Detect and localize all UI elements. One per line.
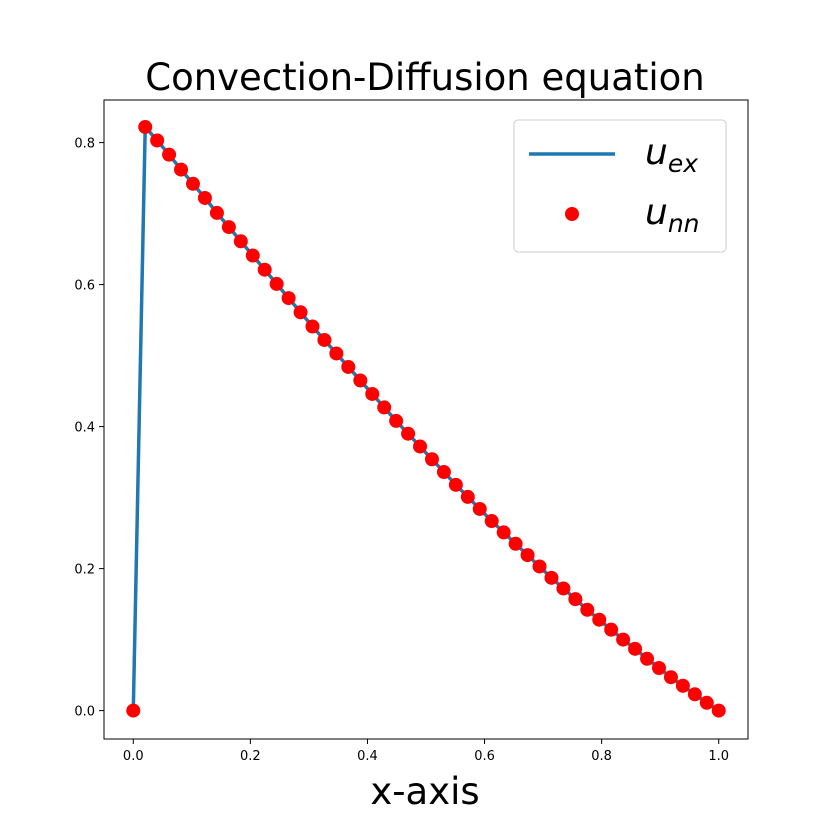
data-point-u-nn (162, 147, 177, 162)
y-tick-label: 0.4 (74, 421, 95, 436)
data-point-u-nn (174, 162, 189, 177)
data-point-u-nn (628, 641, 643, 656)
axes-frame (103, 99, 749, 740)
data-point-u-nn (329, 346, 344, 361)
data-point-u-nn (460, 489, 475, 504)
data-point-u-nn (436, 465, 451, 480)
data-point-u-nn (592, 612, 607, 627)
data-point-u-nn (185, 176, 200, 191)
data-point-u-nn (317, 332, 332, 347)
data-point-u-nn (305, 319, 320, 334)
data-point-u-nn (353, 373, 368, 388)
legend-label-subscript: ex (668, 149, 698, 178)
data-point-u-nn (663, 670, 678, 685)
legend-marker-u-nn (565, 207, 579, 221)
data-point-u-nn (508, 536, 523, 551)
data-point-u-nn (568, 592, 583, 607)
data-point-u-nn (257, 262, 272, 277)
data-point-u-nn (640, 651, 655, 666)
data-point-u-nn (413, 439, 428, 454)
x-tick-label: 0.8 (591, 749, 612, 764)
data-point-u-nn (687, 687, 702, 702)
legend-label-u-nn: unn (645, 192, 700, 238)
data-point-u-nn (604, 622, 619, 637)
data-point-u-nn (401, 426, 416, 441)
data-point-u-nn (544, 570, 559, 585)
data-point-u-nn (711, 703, 726, 718)
data-point-u-nn (484, 514, 499, 529)
data-point-u-nn (520, 548, 535, 563)
data-point-u-nn (389, 413, 404, 428)
data-point-u-nn (496, 525, 511, 540)
data-point-u-nn (233, 234, 248, 249)
x-tick-label: 0.2 (240, 749, 261, 764)
y-tick-label: 0.6 (74, 279, 95, 294)
data-point-u-nn (221, 220, 236, 235)
data-point-u-nn (424, 452, 439, 467)
data-point-u-nn (281, 291, 296, 306)
y-tick-label: 0.0 (74, 705, 95, 720)
x-tick-label: 1.0 (708, 749, 729, 764)
x-tick-label: 0.4 (357, 749, 378, 764)
data-point-u-nn (126, 703, 141, 718)
x-axis-label: x-axis (370, 770, 479, 813)
data-point-u-nn (150, 133, 165, 148)
data-point-u-nn (616, 632, 631, 647)
data-point-u-nn (652, 661, 667, 675)
y-tick-label: 0.8 (74, 137, 95, 152)
data-point-u-nn (556, 581, 571, 596)
data-point-u-nn (377, 400, 392, 415)
data-point-u-nn (197, 190, 212, 205)
x-tick-label: 0.0 (123, 749, 144, 764)
y-tick-label: 0.2 (74, 563, 95, 578)
legend-label-main: u (645, 192, 668, 233)
data-point-u-nn (580, 602, 595, 617)
data-point-u-nn (293, 305, 308, 320)
data-point-u-nn (365, 386, 380, 401)
data-point-u-nn (269, 276, 284, 291)
legend-label-subscript: nn (668, 209, 700, 238)
data-point-u-nn (675, 678, 690, 693)
x-tick-label: 0.6 (474, 749, 495, 764)
data-point-u-nn (341, 359, 356, 374)
chart-title: Convection-Diffusion equation (145, 56, 705, 99)
legend-label-u-ex: uex (645, 132, 698, 178)
data-point-u-nn (138, 119, 153, 134)
legend-label-main: u (645, 132, 668, 173)
data-point-u-nn (472, 501, 487, 516)
data-point-u-nn (448, 477, 463, 492)
data-point-u-nn (699, 695, 714, 710)
data-point-u-nn (532, 559, 547, 574)
data-point-u-nn (245, 248, 260, 263)
data-point-u-nn (209, 205, 224, 220)
